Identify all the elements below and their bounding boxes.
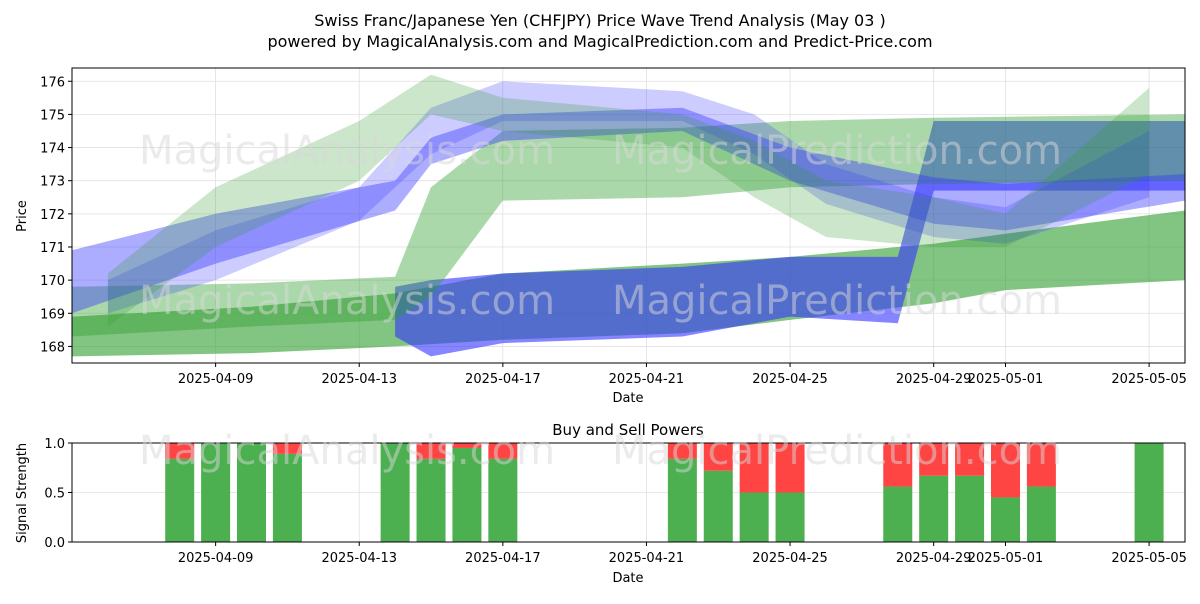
signal-ytick-label: 0.0 (44, 536, 65, 551)
watermark-text: MagicalPrediction.com (612, 128, 1062, 174)
sell-bar (883, 443, 913, 487)
price-xlabel: Date (612, 391, 643, 406)
buy-bar (416, 458, 446, 542)
price-ytick-label: 171 (40, 241, 65, 256)
price-panel: Price Date 168 169 170 171 172 173 174 175 176 20… (15, 67, 1187, 406)
signal-ytick-label: 1.0 (44, 437, 65, 452)
price-xtick-label: 2025-04-21 (609, 372, 685, 387)
buy-bar (739, 492, 769, 542)
buy-bar (488, 458, 518, 542)
signal-panel: Buy and Sell Powers Signal Strength Date… (15, 421, 1187, 586)
price-xtick-label: 2025-04-29 (896, 372, 972, 387)
chart-title-line2: powered by MagicalAnalysis.com and Magic… (267, 32, 932, 51)
buy-bar (201, 443, 231, 542)
signal-ylabel: Signal Strength (15, 443, 30, 543)
price-ytick-label: 176 (40, 75, 65, 90)
buy-bar (703, 470, 733, 542)
signal-xtick-label: 2025-05-05 (1111, 551, 1187, 566)
buy-bar (1134, 443, 1164, 542)
watermark-text: MagicalAnalysis.com (139, 128, 555, 174)
price-ytick-label: 172 (40, 208, 65, 223)
sell-bar (775, 443, 805, 493)
price-xtick-label: 2025-04-25 (752, 372, 828, 387)
buy-bar (919, 475, 949, 542)
signal-xtick-label: 2025-04-21 (609, 551, 685, 566)
price-ytick-label: 169 (40, 307, 65, 322)
buy-bar (667, 458, 697, 542)
watermark-text: MagicalPrediction.com (612, 428, 1062, 474)
sell-bar (272, 443, 302, 454)
signal-xtick-label: 2025-04-17 (465, 551, 541, 566)
buy-bar (883, 486, 913, 542)
sell-bar (919, 443, 949, 476)
sell-bar (667, 443, 697, 459)
signal-xtick-label: 2025-04-13 (321, 551, 397, 566)
watermark-text: MagicalPrediction.com (612, 278, 1062, 324)
chart-title-line1: Swiss Franc/Japanese Yen (CHFJPY) Price … (314, 11, 886, 30)
price-ytick-label: 168 (40, 340, 65, 355)
signal-xtick-label: 2025-04-29 (896, 551, 972, 566)
price-band-3 (72, 107, 1185, 314)
buy-bar (955, 475, 985, 542)
sell-bar (703, 443, 733, 471)
price-ytick-label: 173 (40, 175, 65, 190)
price-band-2 (72, 114, 1185, 337)
signal-title: Buy and Sell Powers (552, 421, 704, 439)
buy-bar (452, 447, 482, 542)
price-xtick-label: 2025-04-13 (321, 372, 397, 387)
price-plot-frame (71, 67, 1186, 364)
signal-xtick-label: 2025-05-01 (968, 551, 1044, 566)
sell-bar (416, 443, 446, 459)
sell-bar (955, 443, 985, 476)
buy-bar (272, 453, 302, 542)
sell-bar (165, 443, 195, 459)
buy-bar (380, 443, 410, 542)
price-xtick-label: 2025-04-17 (465, 372, 541, 387)
price-xtick-label: 2025-05-05 (1111, 372, 1187, 387)
price-ytick-label: 170 (40, 274, 65, 289)
price-band-1 (395, 121, 1185, 357)
sell-bar (739, 443, 769, 493)
sell-bar (488, 443, 518, 459)
price-xtick-label: 2025-04-09 (178, 372, 254, 387)
watermark-text: MagicalAnalysis.com (139, 428, 555, 474)
sell-bar (1026, 443, 1056, 487)
signal-xtick-label: 2025-04-09 (178, 551, 254, 566)
price-band-5 (107, 74, 1150, 327)
signal-ytick-label: 0.5 (44, 487, 65, 502)
buy-bar (237, 443, 267, 542)
signal-xtick-label: 2025-04-25 (752, 551, 828, 566)
sell-bar (452, 443, 482, 448)
sell-bar (990, 443, 1020, 498)
buy-bar (990, 497, 1020, 542)
signal-xlabel: Date (612, 571, 643, 586)
buy-bar (775, 492, 805, 542)
price-xtick-label: 2025-05-01 (968, 372, 1044, 387)
price-ytick-label: 174 (40, 142, 65, 157)
price-ylabel: Price (15, 200, 30, 232)
watermark-text: MagicalAnalysis.com (139, 278, 555, 324)
price-bands (72, 74, 1185, 357)
buy-bar (1026, 486, 1056, 542)
buy-bar (165, 458, 195, 542)
price-ytick-label: 175 (40, 108, 65, 123)
